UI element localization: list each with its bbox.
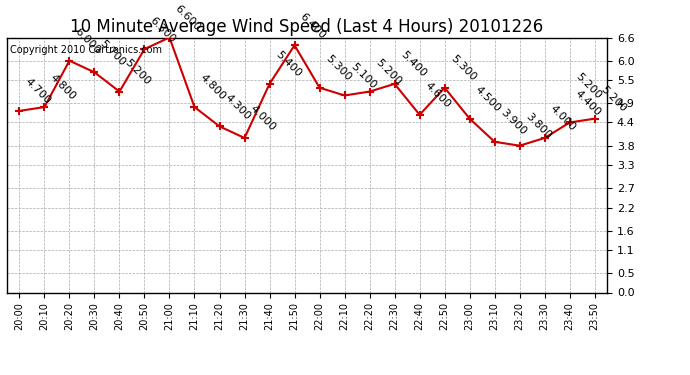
Text: 4.400: 4.400 — [573, 88, 603, 118]
Text: 4.800: 4.800 — [48, 73, 78, 102]
Text: 5.400: 5.400 — [398, 50, 428, 79]
Text: 3.900: 3.900 — [498, 108, 528, 137]
Text: 5.100: 5.100 — [348, 62, 377, 91]
Text: 4.600: 4.600 — [424, 81, 453, 110]
Text: 5.200: 5.200 — [373, 57, 403, 87]
Text: 6.600: 6.600 — [173, 3, 203, 33]
Text: 4.000: 4.000 — [248, 104, 278, 134]
Text: 3.800: 3.800 — [524, 111, 553, 141]
Text: 6.300: 6.300 — [148, 15, 177, 45]
Text: 5.200: 5.200 — [573, 72, 603, 101]
Title: 10 Minute Average Wind Speed (Last 4 Hours) 20101226: 10 Minute Average Wind Speed (Last 4 Hou… — [70, 18, 544, 36]
Text: 4.800: 4.800 — [198, 73, 228, 102]
Text: 4.300: 4.300 — [224, 92, 253, 122]
Text: 4.700: 4.700 — [23, 76, 52, 106]
Text: 4.500: 4.500 — [473, 84, 503, 114]
Text: Copyright 2010 Cartronics.com: Copyright 2010 Cartronics.com — [10, 45, 162, 55]
Text: 5.300: 5.300 — [324, 54, 353, 83]
Text: 5.400: 5.400 — [273, 50, 303, 79]
Text: 5.200: 5.200 — [124, 57, 152, 87]
Text: 4.000: 4.000 — [549, 104, 578, 134]
Text: 5.300: 5.300 — [448, 54, 477, 83]
Text: 6.400: 6.400 — [298, 11, 328, 40]
Text: 5.200: 5.200 — [598, 84, 628, 114]
Text: 6.000: 6.000 — [73, 27, 103, 56]
Text: 5.700: 5.700 — [98, 38, 128, 68]
